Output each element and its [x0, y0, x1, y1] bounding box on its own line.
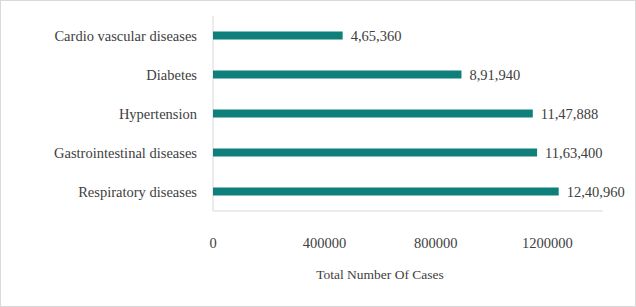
data-label: 11,63,400 — [545, 145, 602, 161]
category-label: Respiratory diseases — [78, 184, 197, 200]
tick-label: 800000 — [414, 235, 458, 251]
data-label: 11,47,888 — [541, 106, 598, 122]
tick-label: 400000 — [303, 235, 347, 251]
bar — [213, 71, 461, 79]
chart-border — [1, 1, 636, 307]
value-axis-line — [213, 211, 603, 212]
category-label: Gastrointestinal diseases — [54, 145, 197, 161]
tick-label: 1200000 — [522, 235, 573, 251]
bar — [213, 110, 533, 118]
data-label: 12,40,960 — [567, 184, 625, 200]
category-label: Diabetes — [146, 67, 197, 83]
bars — [213, 32, 559, 196]
data-label: 8,91,940 — [469, 67, 520, 83]
bar — [213, 188, 559, 196]
category-label: Cardio vascular diseases — [54, 28, 197, 44]
chart-container: Cardio vascular diseases Diabetes Hyperten… — [0, 0, 636, 307]
category-label: Hypertension — [119, 106, 198, 122]
bar — [213, 32, 343, 40]
data-label: 4,65,360 — [351, 28, 402, 44]
tick-label: 0 — [209, 235, 216, 251]
chart-svg: Cardio vascular diseases Diabetes Hyperten… — [0, 0, 636, 307]
bar — [213, 149, 537, 157]
axis-title: Total Number Of Cases — [316, 267, 444, 282]
